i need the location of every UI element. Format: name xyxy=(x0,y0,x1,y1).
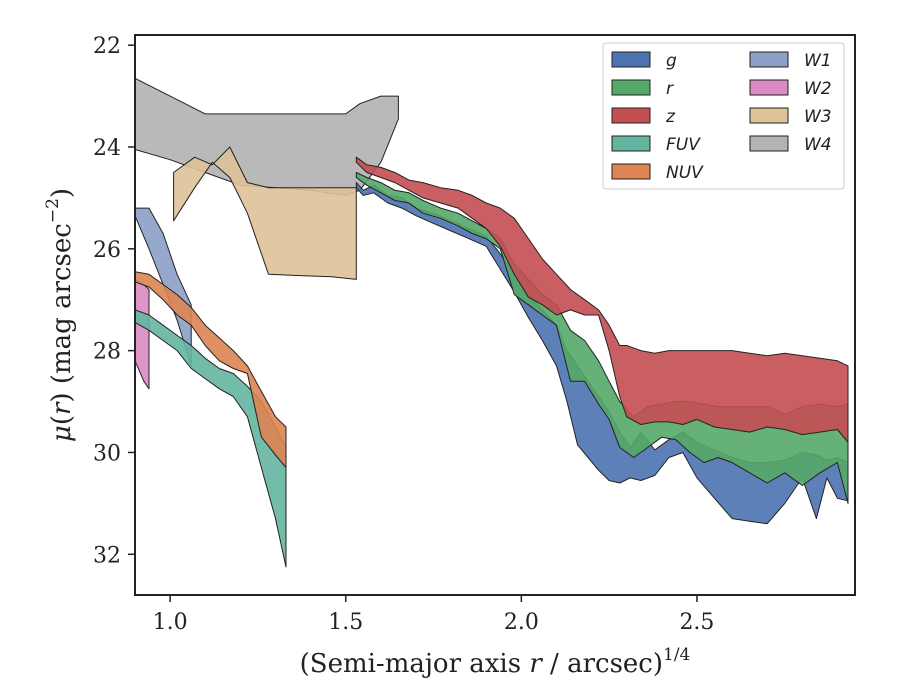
y-tick-label: 22 xyxy=(93,34,121,59)
legend-swatch-w2 xyxy=(749,79,789,96)
legend-swatch-r xyxy=(611,79,651,96)
legend-swatch-nuv xyxy=(611,163,651,180)
y-tick-label: 32 xyxy=(93,543,121,568)
legend-swatch-w1 xyxy=(749,51,789,68)
legend-label-w2: W2 xyxy=(804,79,832,99)
band-z xyxy=(355,156,849,443)
ticks-layer: 1.0 1.5 2.0 2.5 22 24 26 28 30 32 xyxy=(93,34,714,635)
y-tick-label: 26 xyxy=(93,238,121,263)
y-axis-title: μ(r) (mag arcsec−2) xyxy=(43,188,77,442)
legend-label-nuv: NUV xyxy=(666,163,704,183)
x-tick-label: 2.5 xyxy=(679,610,714,635)
y-tick-label: 30 xyxy=(93,441,121,466)
legend-swatch-w4 xyxy=(749,135,789,152)
x-axis-title: (Semi-major axis r / arcsec)1/4 xyxy=(300,645,691,679)
legend-label-w3: W3 xyxy=(804,107,832,127)
series-layer xyxy=(135,77,849,568)
legend: grz FUV NUV W1 W2 W3 W4 xyxy=(602,42,845,190)
band-nuv xyxy=(135,271,287,469)
x-tick-label: 1.0 xyxy=(153,610,188,635)
legend-label-fuv: FUV xyxy=(666,135,701,155)
band-w3 xyxy=(173,146,357,280)
legend-swatch-z xyxy=(611,107,651,124)
x-tick-label: 2.0 xyxy=(504,610,539,635)
y-tick-label: 28 xyxy=(93,340,121,365)
y-tick-label: 24 xyxy=(93,136,121,161)
legend-swatch-g xyxy=(611,51,651,68)
legend-swatch-w3 xyxy=(749,107,789,124)
legend-label-z: z xyxy=(665,107,676,127)
legend-label-w1: W1 xyxy=(804,51,832,71)
x-tick-label: 1.5 xyxy=(328,610,363,635)
band-w2 xyxy=(135,278,150,390)
band-fuv xyxy=(135,309,287,568)
legend-swatch-fuv xyxy=(611,135,651,152)
legend-label-r: r xyxy=(666,79,674,99)
legend-label-g: g xyxy=(666,51,677,71)
legend-label-w4: W4 xyxy=(804,135,832,155)
plot-frame xyxy=(134,34,856,596)
